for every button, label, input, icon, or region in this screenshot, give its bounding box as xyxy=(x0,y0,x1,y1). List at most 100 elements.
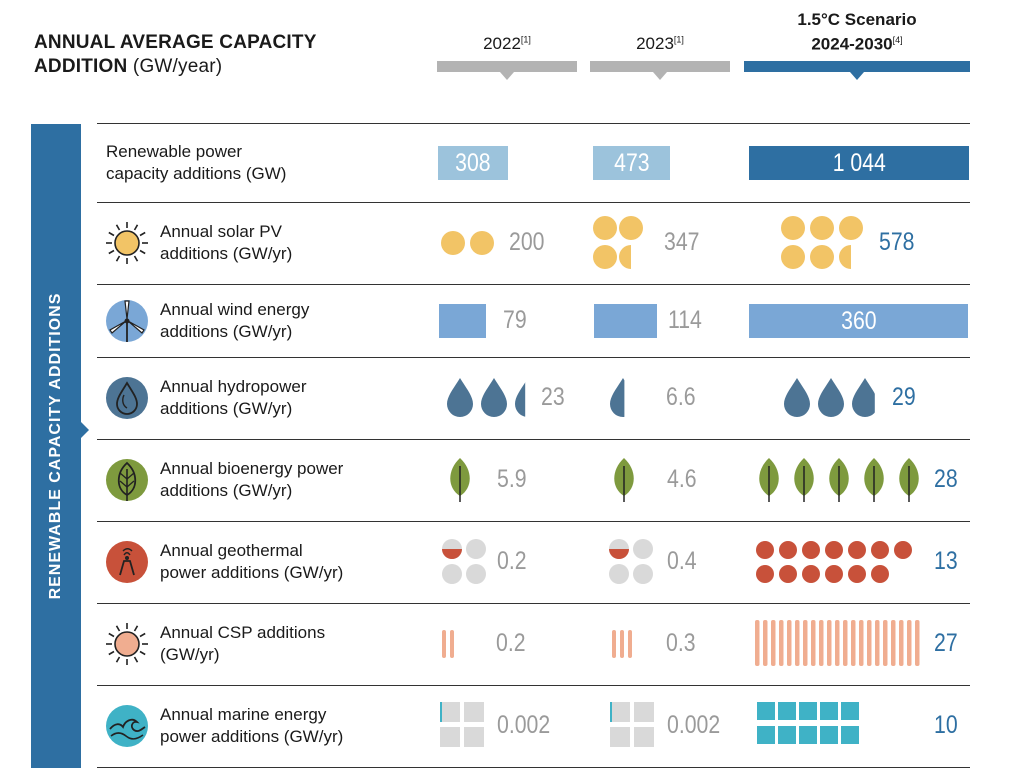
csp-ray xyxy=(108,632,115,638)
sidebar-label-text: RENEWABLE CAPACITY ADDITIONS xyxy=(47,292,64,600)
solar-marks-2022 xyxy=(441,231,494,255)
row-label: Annual bioenergy power additions (GW/yr) xyxy=(160,458,343,502)
marine-square xyxy=(757,702,775,720)
hydro-drop xyxy=(447,378,473,417)
water-drop-icon xyxy=(106,377,148,419)
row-label-line: additions (GW/yr) xyxy=(160,399,293,418)
column-label: 2024-2030 xyxy=(811,34,893,54)
capacity-value: 308 xyxy=(455,148,491,177)
wind-bar xyxy=(594,303,657,338)
geo-marks-scenario xyxy=(756,541,912,583)
marine-empty-square xyxy=(440,727,460,747)
wave-icon xyxy=(106,705,148,747)
marine-partial-square xyxy=(440,702,442,722)
column-ref: [4] xyxy=(892,35,903,45)
geo-marks-2023 xyxy=(609,539,653,584)
marine-empty-square xyxy=(610,727,630,747)
sun-ray xyxy=(139,231,146,237)
wind-bar xyxy=(439,303,486,338)
turbine-blade xyxy=(124,299,130,319)
column-header-scenario: 1.5°C Scenario 2024-2030[4] xyxy=(744,9,970,55)
row-separator xyxy=(97,685,970,686)
sun-ray xyxy=(133,224,139,231)
csp-stripe xyxy=(755,620,760,666)
wind-bar xyxy=(749,303,968,338)
marine-empty-square xyxy=(610,702,630,722)
solar-circle xyxy=(810,216,834,240)
row-separator xyxy=(97,202,970,203)
row-label: Annual hydropower additions (GW/yr) xyxy=(160,376,306,420)
csp-stripe xyxy=(827,620,832,666)
turbine-blade xyxy=(109,319,127,334)
row-label-line: Annual solar PV xyxy=(160,222,282,241)
drop-outline xyxy=(116,381,138,415)
hydro-drop-partial xyxy=(515,382,526,417)
column-bar-scenario xyxy=(744,61,970,72)
geo-dot xyxy=(848,565,866,583)
row-label-line: power additions (GW/yr) xyxy=(160,727,344,746)
csp-stripe xyxy=(803,620,808,666)
solar-circle xyxy=(593,216,617,240)
csp-stripe xyxy=(628,630,632,658)
hydro-drop-partial xyxy=(852,378,875,417)
marine-value-2022: 0.002 xyxy=(497,711,551,739)
csp-marks-2023 xyxy=(612,630,632,658)
csp-stripe xyxy=(612,630,616,658)
row-label-line: additions (GW/yr) xyxy=(160,244,293,263)
marine-square xyxy=(820,726,838,744)
turbine-blade xyxy=(127,319,145,334)
csp-stripe xyxy=(867,620,872,666)
sun-ray xyxy=(108,249,115,255)
wave-bottom xyxy=(110,732,144,740)
column-header-2022: 2022[1] xyxy=(437,34,577,54)
bio-value-scenario: 28 xyxy=(934,465,958,493)
geo-empty-dot xyxy=(442,564,462,584)
wind-value-scenario: 360 xyxy=(749,304,968,338)
title-line-1: ANNUAL AVERAGE CAPACITY xyxy=(34,32,317,53)
solar-circle xyxy=(441,231,465,255)
column-label: 2023 xyxy=(636,34,674,53)
csp-stripe xyxy=(811,620,816,666)
geo-dot xyxy=(756,541,774,559)
hydro-drop-partial xyxy=(610,378,625,417)
capacity-bar: 473 xyxy=(593,145,670,180)
row-label: Annual geothermal power additions (GW/yr) xyxy=(160,540,343,584)
csp-ray xyxy=(133,625,139,632)
marine-marks-2023 xyxy=(610,702,654,747)
leaf-veins xyxy=(119,472,135,488)
hydro-value-2022: 23 xyxy=(541,383,565,411)
column-ref: [1] xyxy=(520,34,531,45)
bio-value-2023: 4.6 xyxy=(667,465,697,493)
hydro-icon-bg xyxy=(106,377,148,419)
marine-empty-square xyxy=(464,702,484,722)
marine-empty-square xyxy=(634,727,654,747)
csp-stripe xyxy=(771,620,776,666)
csp-marks-2022 xyxy=(442,630,454,658)
drop-swirl xyxy=(122,394,128,409)
marine-square xyxy=(799,702,817,720)
geo-value-scenario: 13 xyxy=(934,547,958,575)
marine-square xyxy=(841,702,859,720)
csp-stripe xyxy=(843,620,848,666)
bio-value-2022: 5.9 xyxy=(497,465,527,493)
row-separator xyxy=(97,357,970,358)
geo-dot xyxy=(848,541,866,559)
geo-marks-2022 xyxy=(442,539,486,584)
solar-value-2022: 200 xyxy=(509,228,545,256)
row-label: Annual wind energy additions (GW/yr) xyxy=(160,299,309,343)
row-separator xyxy=(97,767,970,768)
row-label-line: power additions (GW/yr) xyxy=(160,563,344,582)
row-separator xyxy=(97,123,970,124)
marine-square xyxy=(778,702,796,720)
geo-dot xyxy=(871,565,889,583)
csp-ray xyxy=(139,650,146,656)
solar-value-scenario: 578 xyxy=(879,228,915,256)
sidebar xyxy=(31,124,81,768)
wind-value: 360 xyxy=(840,306,877,335)
capacity-bar: 308 xyxy=(438,145,508,180)
hydro-marks-2022 xyxy=(447,378,526,417)
marine-square xyxy=(841,726,859,744)
capacity-value: 473 xyxy=(613,148,650,177)
csp-stripe xyxy=(835,620,840,666)
capacity-bar: 1 044 xyxy=(749,145,969,180)
